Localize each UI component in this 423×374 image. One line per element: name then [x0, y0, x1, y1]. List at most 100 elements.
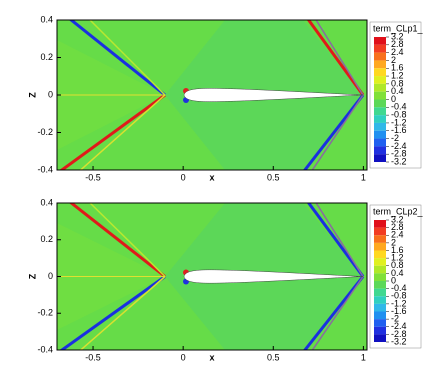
colorbar-swatch	[374, 107, 386, 116]
colorbar-swatch	[374, 91, 386, 100]
colorbar-tick-label: 1.6	[391, 63, 404, 73]
shock-line	[306, 203, 365, 278]
y-tick-label: 0	[48, 271, 53, 281]
colorbar-swatch	[374, 130, 386, 139]
colorbar-tick-label: -1.2	[391, 117, 407, 127]
colorbar-tick-label: 0.4	[391, 268, 404, 278]
colorbar-swatch	[374, 242, 386, 251]
contour-field	[57, 20, 367, 170]
y-axis-label: Z	[27, 273, 37, 279]
x-tick-label: -0.5	[85, 352, 101, 362]
colorbar-swatch	[374, 220, 386, 228]
colorbar-swatch	[374, 296, 386, 304]
y-tick-label: 0.4	[40, 197, 53, 207]
contour-field	[57, 203, 367, 350]
colorbar-tick-label: 2.4	[391, 47, 404, 57]
airfoil	[183, 88, 364, 102]
colorbar-tick-label: 2.8	[391, 39, 404, 49]
shock-line	[315, 203, 364, 277]
x-tick-label: 1	[361, 352, 366, 362]
contour-panel: -0.5 0 0.5 1 0.4 0.2 0 -0.2 -0.4 x Zterm_CLp1_13.2…	[27, 14, 423, 182]
y-tick-label: -0.4	[37, 164, 53, 174]
colorbar-tick-label: -0.4	[391, 102, 407, 112]
colorbar-tick-label: 2	[391, 55, 396, 65]
colorbar-tick-label: -1.2	[391, 298, 407, 308]
shock-line	[68, 203, 166, 278]
colorbar-tick-label: -2.8	[391, 149, 407, 159]
colorbar-tick-label: -2	[391, 314, 399, 324]
colorbar-tick-label: 2.8	[391, 222, 404, 232]
shock-line	[89, 203, 166, 278]
x-tick-label: 1	[361, 172, 366, 182]
colorbar-swatch	[374, 319, 386, 327]
colorbar-swatch	[374, 303, 386, 312]
shock-line	[311, 276, 364, 350]
y-tick-label: 0.4	[40, 14, 53, 24]
shock-line	[79, 275, 166, 350]
colorbar-swatch	[374, 99, 386, 108]
y-tick-label: -0.4	[37, 344, 53, 354]
colorbar-tick-label: -0.8	[391, 110, 407, 120]
y-tick-label: 0	[48, 89, 53, 99]
colorbar-tick-label: -1.6	[391, 125, 407, 135]
colorbar-swatch	[374, 288, 386, 297]
shock-line	[302, 94, 365, 170]
colorbar-swatch	[374, 138, 386, 147]
colorbar-swatch	[374, 37, 386, 45]
colorbar-tick-label: 0.4	[391, 86, 404, 96]
colorbar-title: term_CLp2_1	[373, 206, 423, 216]
colorbar-tick-label: 0.8	[391, 260, 404, 270]
colorbar-tick-label: -0.8	[391, 291, 407, 301]
shock-line	[88, 20, 166, 96]
x-axis-label: x	[209, 352, 214, 362]
colorbar-swatch	[374, 227, 386, 236]
y-tick-label: -0.2	[37, 308, 53, 318]
x-tick-label: -0.5	[85, 172, 101, 182]
colorbar-swatch	[374, 68, 386, 77]
shock-line	[59, 275, 166, 350]
colorbar-swatch	[374, 311, 386, 320]
airfoil	[183, 269, 364, 284]
colorbar-swatch	[374, 273, 386, 281]
colorbar-tick-label: 1.2	[391, 253, 404, 263]
colorbar: term_CLp2_13.22.82.421.61.20.80.40-0.4-0…	[369, 204, 423, 349]
x-tick-label: 0	[181, 172, 186, 182]
colorbar-tick-label: -1.6	[391, 306, 407, 316]
x-tick-label: 0.5	[267, 352, 280, 362]
colorbar-swatch	[374, 265, 386, 274]
colorbar-swatch	[374, 326, 386, 335]
colorbar-tick-label: 2.4	[391, 230, 404, 240]
colorbar-title: term_CLp1_1	[373, 23, 423, 33]
colorbar-tick-label: 2	[391, 237, 396, 247]
colorbar-tick-label: 1.6	[391, 245, 404, 255]
shock-line	[306, 20, 365, 96]
colorbar-tick-label: 0	[391, 275, 396, 285]
colorbar-swatch	[374, 122, 386, 131]
shock-line	[303, 275, 365, 350]
shock-line	[311, 94, 364, 170]
y-tick-label: 0.2	[40, 52, 53, 62]
colorbar-swatch	[374, 44, 386, 53]
x-tick-label: 0.5	[267, 172, 280, 182]
colorbar-swatch	[374, 115, 386, 123]
colorbar-swatch	[374, 334, 386, 342]
colorbar-tick-label: -0.4	[391, 283, 407, 293]
y-tick-label: 0.2	[40, 234, 53, 244]
colorbar-tick-label: 0.8	[391, 78, 404, 88]
colorbar-swatch	[374, 83, 386, 92]
colorbar: term_CLp1_13.22.82.421.61.20.80.40-0.4-0…	[369, 21, 423, 169]
colorbar-swatch	[374, 76, 386, 84]
shock-line	[68, 20, 166, 97]
y-axis-label: Z	[27, 92, 37, 98]
colorbar-tick-label: -2.4	[391, 321, 407, 331]
colorbar-tick-label: -3.2	[391, 336, 407, 346]
colorbar-tick-label: -2.8	[391, 329, 407, 339]
shock-line	[315, 20, 364, 96]
colorbar-tick-label: 0	[391, 94, 396, 104]
colorbar-swatch	[374, 281, 386, 289]
colorbar-tick-label: 1.2	[391, 70, 404, 80]
colorbar-tick-label: -2.4	[391, 141, 407, 151]
x-axis-label: x	[209, 172, 214, 182]
y-tick-label: -0.2	[37, 127, 53, 137]
